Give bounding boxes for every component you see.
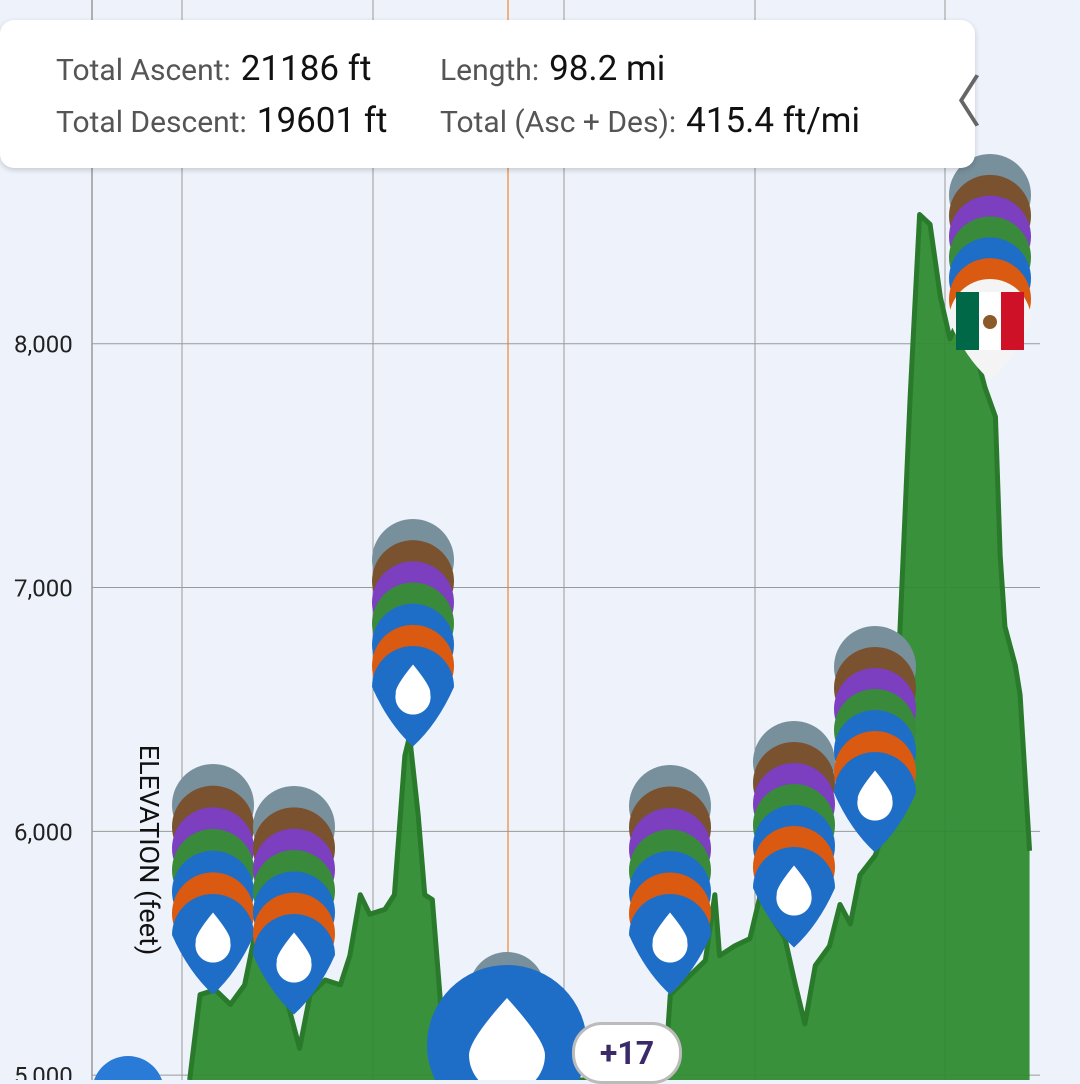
flag-red — [1001, 292, 1024, 350]
waypoint-stack — [253, 786, 335, 1015]
waypoint-stack — [753, 721, 835, 948]
elevation-line — [187, 212, 1033, 1080]
y-tick-label: 7,000 — [14, 575, 73, 603]
waypoint-stack — [372, 519, 454, 747]
flag-emblem — [983, 315, 997, 329]
stat-label: Length: — [440, 53, 540, 88]
selected-waypoint — [427, 952, 587, 1080]
drop-icon — [857, 770, 893, 821]
stat-value: 21186 ft — [240, 48, 372, 89]
drop-icon — [395, 664, 431, 715]
y-axis-title: ELEVATION (feet) — [133, 745, 165, 956]
collapse-button[interactable]: 〈 — [926, 70, 982, 136]
waypoint-stack — [834, 626, 916, 853]
y-tick-label: 8,000 — [14, 331, 73, 359]
waypoint-stack — [629, 765, 711, 995]
y-tick-label: 5,000 — [14, 1062, 73, 1080]
stat: Total (Asc + Des): 415.4 ft/mi — [440, 100, 860, 141]
elevation-area — [189, 214, 1030, 1080]
stat-value: 415.4 ft/mi — [686, 100, 861, 141]
drop-icon — [652, 912, 688, 963]
stat: Total Descent: 19601 ft — [56, 100, 387, 141]
stat-value: 98.2 mi — [549, 48, 666, 89]
waypoint-stack — [949, 154, 1031, 380]
stat-label: Total (Asc + Des): — [440, 105, 677, 140]
stat-label: Total Ascent: — [56, 53, 231, 88]
waypoint-stack — [172, 764, 254, 995]
stat: Total Ascent: 21186 ft — [56, 48, 371, 89]
stats-panel: 〈 Total Ascent: 21186 ft Length: 98.2 mi Tot… — [0, 20, 982, 168]
y-tick-label: 6,000 — [14, 818, 73, 846]
drop-icon — [276, 932, 312, 983]
drop-icon — [469, 998, 545, 1080]
drop-icon — [195, 912, 231, 963]
flag-green — [956, 292, 979, 350]
stat: Length: 98.2 mi — [440, 48, 665, 89]
stat-value: 19601 ft — [256, 100, 388, 141]
more-badge[interactable]: +17 — [572, 1022, 682, 1084]
location-dot — [94, 1056, 162, 1080]
stat-label: Total Descent: — [56, 105, 247, 140]
drop-icon — [776, 865, 812, 916]
